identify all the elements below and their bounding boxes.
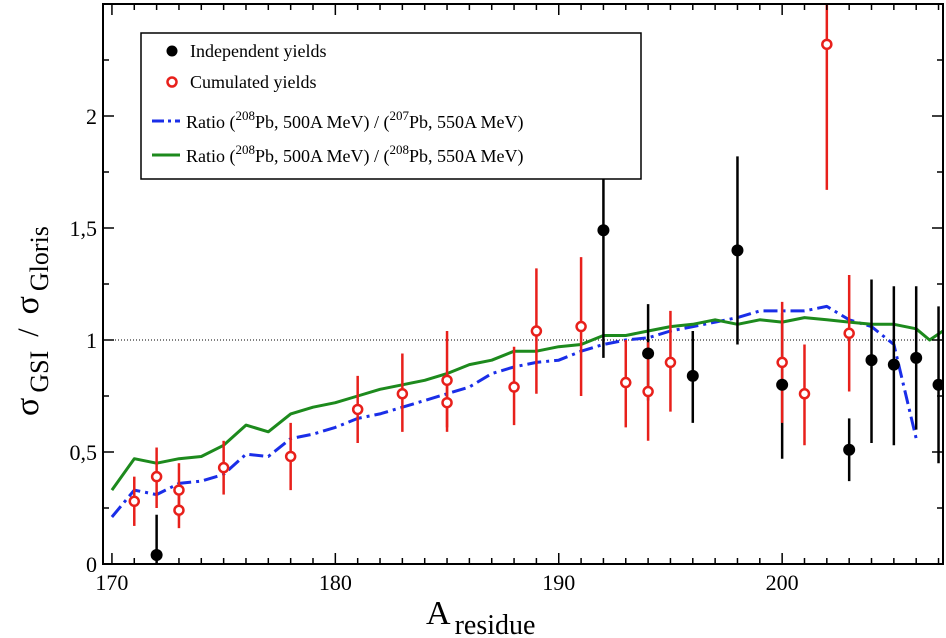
legend-ratio207-mid1: Pb, 500A MeV) / ( [255, 112, 390, 133]
y-axis-title-sym2: σ [9, 296, 46, 314]
data-point-cumulated [128, 495, 141, 508]
ticks-layer: 170 180 190 200 0 0,5 1 1,5 2 [70, 3, 943, 595]
y-axis-title-sym1: σ [9, 398, 46, 416]
data-point-cumulated [530, 325, 543, 337]
legend-ratio208-sup1: 208 [236, 142, 256, 157]
x-tick-label: 180 [319, 570, 352, 595]
legend-label-independent: Independent yields [190, 41, 326, 61]
data-point-cumulated [575, 320, 587, 333]
y-axis-title-sub2: Gloris [25, 226, 54, 291]
data-point-independent [932, 378, 943, 391]
data-point-independent [642, 347, 655, 360]
data-point-independent [910, 351, 923, 364]
data-point-independent [150, 549, 163, 562]
legend-ratio208-mid1: Pb, 500A MeV) / ( [255, 146, 390, 167]
legend-label-ratio207: Ratio (208Pb, 500A MeV) / (207Pb, 550A M… [186, 108, 524, 133]
data-point-cumulated [441, 396, 453, 409]
legend-ratio207-sup1: 208 [236, 108, 256, 123]
data-point-cumulated [173, 484, 185, 496]
data-point-cumulated [150, 470, 163, 483]
data-point-cumulated [217, 461, 230, 474]
legend-ratio207-mid2: Pb, 550A MeV) [409, 112, 524, 133]
legend-ratio207-sup2: 207 [390, 108, 410, 123]
data-point-cumulated [351, 403, 364, 416]
legend-box [140, 32, 642, 180]
series-layer [110, 4, 943, 564]
y-axis-title-sub1: GSI [25, 351, 54, 393]
y-tick-label: 0,5 [70, 440, 98, 465]
legend: Independent yields Cumulated yields Rati… [140, 32, 642, 180]
x-axis-title-sub: residue [455, 610, 536, 638]
data-point-cumulated [798, 388, 811, 400]
data-point-cumulated [821, 38, 833, 51]
y-tick-label: 1 [86, 328, 97, 353]
y-tick-label: 2 [86, 104, 97, 129]
legend-marker-cumulated [166, 76, 178, 88]
data-point-cumulated [508, 381, 520, 393]
data-point-independent [865, 354, 878, 367]
x-axis-title-main: A [426, 595, 451, 632]
data-point-independent [731, 244, 744, 257]
y-axis-title-sep: / [12, 328, 45, 337]
data-point-cumulated [620, 376, 632, 389]
legend-ratio208-pre: Ratio ( [186, 146, 236, 167]
legend-ratio208-sup2: 208 [390, 142, 410, 157]
legend-ratio208-mid2: Pb, 550A MeV) [409, 146, 524, 167]
y-tick-label: 1,5 [70, 216, 98, 241]
data-point-independent [597, 224, 610, 237]
data-point-cumulated [642, 385, 654, 398]
data-point-cumulated [441, 374, 453, 387]
x-tick-label: 190 [542, 570, 575, 595]
data-point-independent [686, 369, 699, 382]
y-tick-label: 0 [86, 552, 97, 577]
legend-ratio207-pre: Ratio ( [186, 112, 236, 133]
legend-marker-independent [166, 45, 178, 57]
y-axis-title: σ GSI / σ Gloris [9, 226, 54, 416]
data-point-independent [776, 378, 789, 391]
x-tick-label: 200 [766, 570, 799, 595]
data-point-cumulated [284, 450, 297, 463]
x-tick-label: 170 [95, 570, 128, 595]
data-point-independent [887, 358, 900, 371]
data-point-cumulated [843, 327, 855, 340]
data-point-independent [843, 443, 856, 456]
data-point-cumulated [173, 504, 185, 516]
legend-label-cumulated: Cumulated yields [190, 72, 316, 92]
data-point-cumulated [664, 356, 677, 369]
data-point-cumulated [396, 388, 409, 400]
legend-label-ratio208: Ratio (208Pb, 500A MeV) / (208Pb, 550A M… [186, 142, 524, 167]
data-point-cumulated [776, 356, 788, 369]
